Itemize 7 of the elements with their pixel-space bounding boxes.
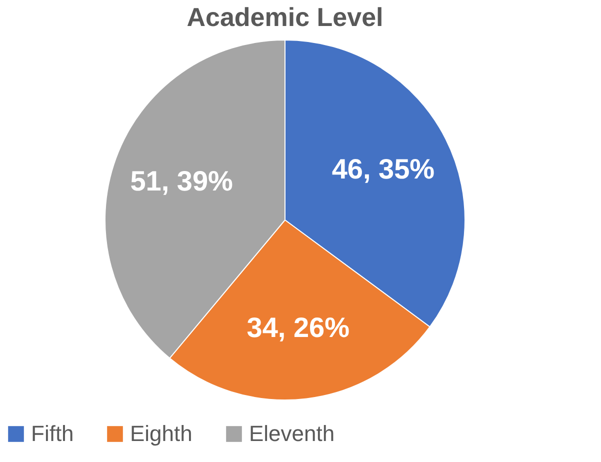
legend-label: Eighth [130,421,192,446]
data-label: 51, 39% [130,166,234,197]
data-label: 34, 26% [246,312,350,344]
legend-label: Eleventh [249,421,335,446]
chart-title: Academic Level [186,2,384,32]
data-label: 46, 35% [332,153,435,184]
legend-label: Fifth [31,421,74,446]
